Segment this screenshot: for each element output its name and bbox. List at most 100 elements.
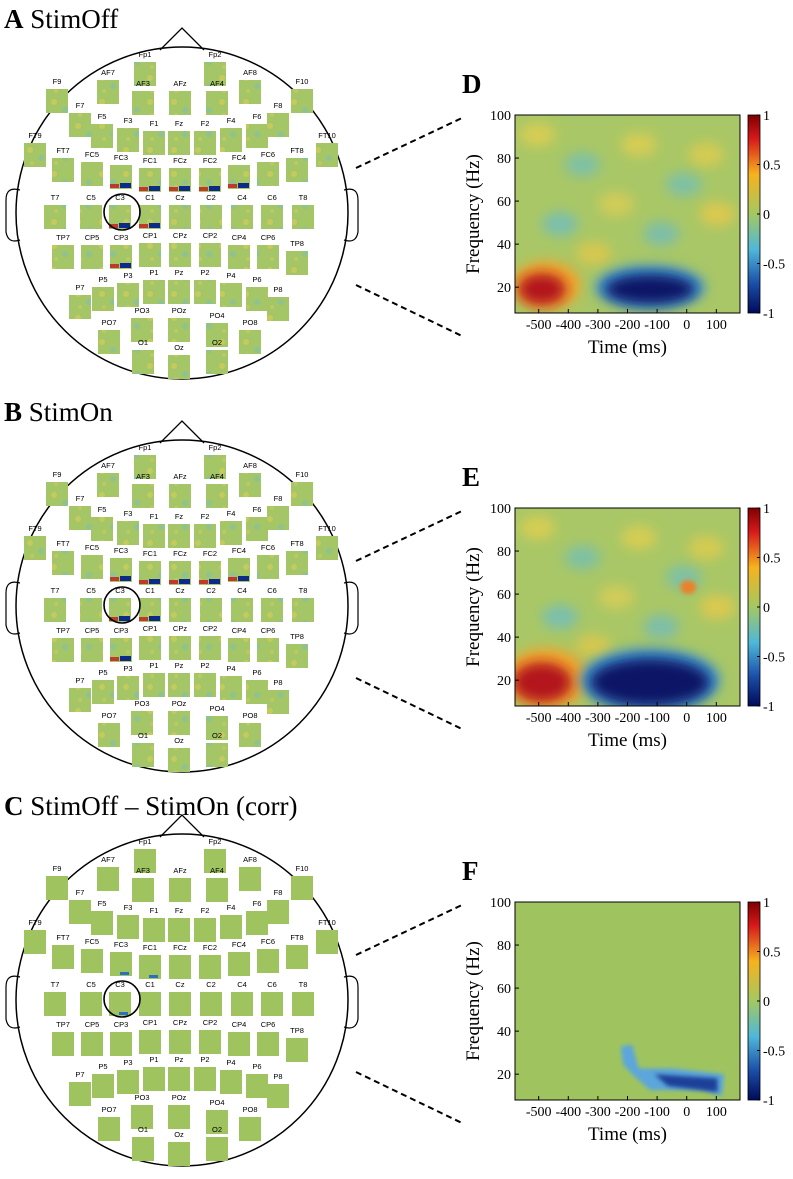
heatmap-texture <box>620 132 657 157</box>
electrode-tile-low <box>119 223 130 228</box>
electrode-tile <box>267 113 289 137</box>
electrode-label: FT8 <box>290 933 303 942</box>
electrode-label: PO3 <box>134 699 149 708</box>
electrode-tile-low <box>119 1012 128 1015</box>
electrode-label: FC3 <box>114 546 128 555</box>
electrode-label: FT10 <box>318 524 336 533</box>
electrode-label: C2 <box>206 586 216 595</box>
x-tick-label: -300 <box>585 1105 611 1120</box>
x-tick-label: -200 <box>615 1105 641 1120</box>
electrode-tile <box>134 455 156 479</box>
electrode-tile <box>194 673 216 697</box>
y-tick-label: 20 <box>497 281 511 296</box>
x-tick-label: -400 <box>555 318 581 333</box>
electrode-label: F10 <box>296 864 309 873</box>
electrode-label: F3 <box>124 116 133 125</box>
electrode-tile <box>143 131 165 155</box>
electrode-label: P5 <box>98 668 107 677</box>
electrode-tile-low <box>238 183 249 188</box>
electrode-label: F1 <box>150 512 159 521</box>
electrode-tile <box>91 124 113 148</box>
colorbar-tick-label: 0 <box>763 601 770 616</box>
electrode-tile <box>246 911 268 935</box>
panel-letter: C <box>4 791 24 821</box>
electrode-label: Fp1 <box>139 837 152 846</box>
electrode-label: F7 <box>76 888 85 897</box>
electrode-tile <box>81 245 103 269</box>
electrode-label: F2 <box>201 119 210 128</box>
electrode-tile <box>206 323 228 347</box>
electrode-tile <box>204 455 226 479</box>
electrode-label: AFz <box>173 472 187 481</box>
y-tick-label: 60 <box>497 588 511 603</box>
electrode-label: Pz <box>175 1055 184 1064</box>
electrode-tile <box>194 131 216 155</box>
electrode-label: PO3 <box>134 1093 149 1102</box>
electrode-label: F5 <box>98 899 107 908</box>
electrode-label: CP5 <box>85 1020 100 1029</box>
electrode-tile <box>139 243 161 267</box>
heatmap-texture <box>519 515 556 540</box>
nose <box>159 420 205 444</box>
heatmap-image <box>515 508 740 706</box>
electrode-tile <box>69 295 91 319</box>
electrode-label: CPz <box>173 624 187 633</box>
electrode-label: P7 <box>75 283 84 292</box>
electrode-tile <box>117 676 139 700</box>
electrode-label: F8 <box>274 494 283 503</box>
electrode-tile <box>139 955 161 979</box>
electrode-tile <box>117 283 139 307</box>
electrode-label: C6 <box>267 193 277 202</box>
electrode-label: FC5 <box>85 937 99 946</box>
electrode-label: Fp1 <box>139 443 152 452</box>
electrode-label: F4 <box>227 509 236 518</box>
electrode-label: Fp2 <box>209 837 222 846</box>
electrode-label: FC5 <box>85 150 99 159</box>
electrode-tile <box>220 676 242 700</box>
electrode-label: TP8 <box>290 632 304 641</box>
electrode-tile <box>117 521 139 545</box>
electrode-tile-low <box>110 577 119 581</box>
electrode-label: FT7 <box>56 933 69 942</box>
electrode-label: TP7 <box>56 1020 70 1029</box>
electrode-tile <box>169 878 191 902</box>
electrode-label: FT7 <box>56 539 69 548</box>
electrode-label: F6 <box>253 112 262 121</box>
electrode-tile <box>231 205 253 229</box>
electrode-label: AF7 <box>101 68 115 77</box>
electrode-label: C3 <box>115 193 125 202</box>
electrode-label: AF4 <box>210 866 224 875</box>
y-axis-label: Frequency (Hz) <box>463 154 484 274</box>
y-tick-label: 100 <box>490 109 511 124</box>
electrode-tile <box>168 318 190 342</box>
nose <box>159 814 205 838</box>
electrode-tile <box>117 128 139 152</box>
zoom-line <box>355 510 463 562</box>
electrode-label: F9 <box>53 864 62 873</box>
electrode-label: F8 <box>274 101 283 110</box>
electrode-tile-low <box>120 263 131 268</box>
electrode-tile-low <box>120 656 131 661</box>
x-tick-label: -100 <box>644 318 670 333</box>
x-tick-label: -500 <box>526 318 552 333</box>
electrode-tile <box>80 598 102 622</box>
electrode-label: FT9 <box>28 131 41 140</box>
electrode-tile <box>81 555 103 579</box>
electrode-label: AF8 <box>243 461 257 470</box>
electrode-tile <box>267 1084 289 1108</box>
electrode-label: POz <box>172 1093 187 1102</box>
electrode-tile <box>98 1117 120 1141</box>
electrode-tile <box>131 1105 153 1129</box>
electrode-tile <box>168 524 190 548</box>
electrode-label: AF7 <box>101 855 115 864</box>
electrode-tile <box>239 723 261 747</box>
panel: C StimOff – StimOn (corr) Fp1 Fp2 AF7 AF3 AFz… <box>4 791 463 1167</box>
heatmap-texture <box>542 211 578 236</box>
electrode-tile-low <box>139 187 148 191</box>
electrode-tile <box>286 945 308 969</box>
electrode-label: P1 <box>149 1055 158 1064</box>
heatmap-texture <box>699 595 736 619</box>
electrode-label: PO8 <box>242 318 257 327</box>
electrode-tile <box>267 900 289 924</box>
electrode-label: CPz <box>173 1018 187 1027</box>
